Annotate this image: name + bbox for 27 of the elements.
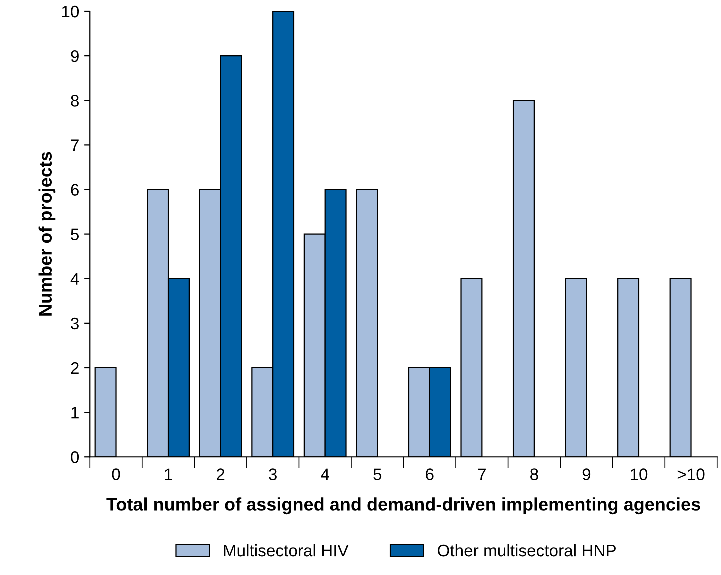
y-tick-label: 5 — [71, 228, 80, 241]
y-tick-label: 1 — [72, 407, 79, 419]
y-tick-label: 7 — [71, 140, 79, 152]
y-tick-label: 3 — [71, 318, 79, 330]
x-tick-label: 4 — [321, 468, 330, 480]
y-tick-label: 0 — [71, 452, 80, 464]
x-tick-label: 1 — [165, 468, 172, 480]
x-tick-label: >10 — [678, 468, 705, 480]
y-axis-title: Number of projects — [38, 152, 56, 316]
legend-label: Other multisectoral HNP — [438, 544, 616, 557]
y-tick-label: 10 — [62, 6, 80, 18]
y-tick-label: 4 — [70, 273, 80, 285]
y-tick-label: 8 — [71, 95, 79, 107]
x-tick-label: 10 — [630, 468, 648, 480]
y-tick-label: 6 — [71, 184, 79, 196]
x-tick-label: 2 — [217, 468, 225, 480]
x-tick-label: 9 — [582, 468, 591, 480]
legend-label: Multisectoral HIV — [224, 544, 349, 557]
x-tick-label: 8 — [530, 468, 538, 480]
x-tick-label: 3 — [269, 468, 277, 480]
x-tick-label: 7 — [478, 468, 486, 480]
y-tick-label: 9 — [71, 50, 79, 62]
x-axis-title: Total number of assigned and demand-driven implementing agencies — [106, 498, 700, 515]
x-tick-label: 6 — [426, 468, 434, 480]
y-tick-label: 2 — [71, 362, 79, 374]
x-tick-label: 0 — [112, 468, 120, 480]
x-tick-label: 5 — [374, 468, 382, 480]
